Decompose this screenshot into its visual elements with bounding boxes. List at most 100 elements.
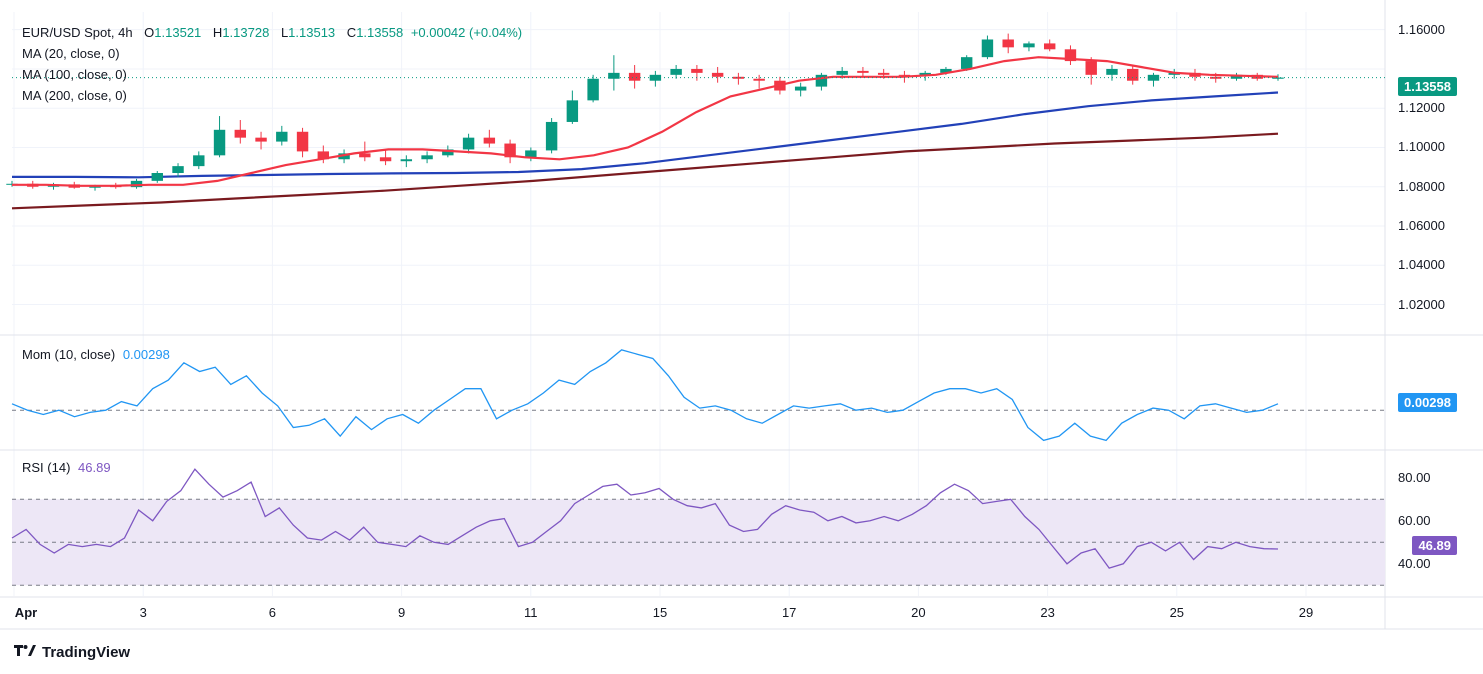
rsi-tick-label: 80.00: [1398, 469, 1431, 485]
price-tick-label: 1.02000: [1398, 296, 1445, 312]
tradingview-footer[interactable]: TradingView: [14, 642, 130, 662]
candle: [1002, 33, 1014, 54]
candle: [525, 147, 537, 162]
candle: [421, 151, 433, 164]
candle: [794, 82, 807, 97]
candle: [857, 66, 869, 77]
ma20-line: [12, 56, 1279, 187]
candle: [691, 65, 703, 81]
candle-body: [1127, 68, 1139, 81]
candle-body: [1272, 77, 1284, 79]
time-tick-label: 20: [911, 605, 926, 620]
candle: [338, 149, 350, 164]
tv-logo-icon: [14, 642, 36, 662]
candle-body: [442, 149, 454, 156]
rsi-badge: 46.89: [1412, 536, 1457, 555]
rsi-pane: [11, 468, 1385, 586]
candle-body: [691, 68, 703, 73]
ma100-legend[interactable]: MA (100, close, 0): [22, 67, 127, 82]
momentum-badge: 0.00298: [1398, 393, 1457, 412]
candle: [1127, 65, 1139, 85]
momentum-label: Mom (10, close): [22, 347, 116, 362]
rsi-tick-label: 40.00: [1398, 555, 1431, 571]
candle: [213, 116, 226, 158]
candle-body: [587, 78, 599, 101]
momentum-legend[interactable]: Mom (10, close) 0.00298: [22, 347, 170, 362]
momentum-value: 0.00298: [122, 347, 170, 362]
time-tick-label: 25: [1169, 605, 1185, 620]
candle-body: [1210, 76, 1222, 79]
ma100-path: [12, 91, 1279, 179]
time-tick-label: 17: [781, 605, 797, 620]
price-badge: 1.13558: [1398, 77, 1457, 96]
candle: [234, 119, 247, 144]
candle-body: [400, 159, 413, 162]
ohlc-row: EUR/USD Spot, 4h O1.13521 H1.13728 L1.13…: [22, 22, 522, 43]
candle: [960, 55, 973, 71]
candle: [1085, 57, 1097, 85]
ma200-line: [11, 132, 1279, 210]
candle-body: [1002, 39, 1014, 48]
candle: [400, 155, 413, 168]
candle: [1230, 72, 1243, 81]
candle: [1064, 45, 1077, 66]
candle: [462, 133, 475, 154]
time-tick-label: 23: [1040, 605, 1055, 620]
candle: [130, 178, 143, 189]
open-value: 1.13521: [154, 25, 202, 40]
candle-body: [1147, 74, 1160, 81]
candle-body: [172, 166, 184, 173]
candle: [1023, 41, 1035, 52]
candle-body: [670, 68, 682, 75]
candle-body: [338, 153, 350, 160]
candle: [608, 55, 620, 91]
candle-body: [130, 180, 143, 188]
candle-body: [193, 155, 205, 167]
candle-body: [317, 151, 330, 160]
candle: [296, 127, 309, 158]
low-label: L: [280, 25, 289, 40]
candle: [1147, 72, 1160, 87]
momentum-pane: [11, 349, 1385, 442]
candle: [815, 72, 828, 91]
candle-body: [483, 137, 496, 144]
candle-body: [898, 74, 911, 76]
rsi-label: RSI (14): [22, 460, 71, 475]
candle: [151, 171, 163, 183]
candle-body: [504, 143, 516, 158]
candle-body: [234, 129, 247, 138]
time-tick-label: 15: [652, 605, 668, 620]
candle-body: [151, 173, 163, 181]
candle-body: [836, 70, 848, 75]
candle-body: [213, 129, 226, 156]
candle-body: [753, 78, 765, 81]
candle-body: [255, 137, 267, 142]
candle: [1168, 68, 1180, 79]
ma20-path: [12, 56, 1279, 187]
candle-body: [1230, 74, 1243, 79]
candle: [504, 139, 516, 164]
rsi-tick-label: 60.00: [1398, 512, 1431, 528]
candle-body: [608, 72, 620, 79]
candle: [1043, 39, 1056, 52]
close-label: C: [346, 25, 357, 40]
ma200-legend[interactable]: MA (200, close, 0): [22, 88, 127, 103]
candle-body: [1064, 49, 1077, 62]
candle-body: [462, 137, 475, 150]
candle-body: [628, 72, 641, 81]
candle-body: [1106, 68, 1118, 75]
candle: [981, 35, 994, 60]
high-value: 1.13728: [222, 25, 270, 40]
candle-body: [960, 57, 973, 69]
ma200-path: [11, 132, 1279, 210]
rsi-legend[interactable]: RSI (14) 46.89: [22, 460, 111, 475]
ma100-line: [12, 91, 1279, 179]
candle-body: [1085, 61, 1097, 75]
time-tick-label: 6: [268, 605, 277, 620]
candle-body: [857, 70, 869, 73]
candle: [317, 145, 330, 164]
ma20-legend[interactable]: MA (20, close, 0): [22, 46, 120, 61]
candle-body: [1168, 72, 1180, 75]
time-tick-label: 3: [139, 605, 147, 620]
